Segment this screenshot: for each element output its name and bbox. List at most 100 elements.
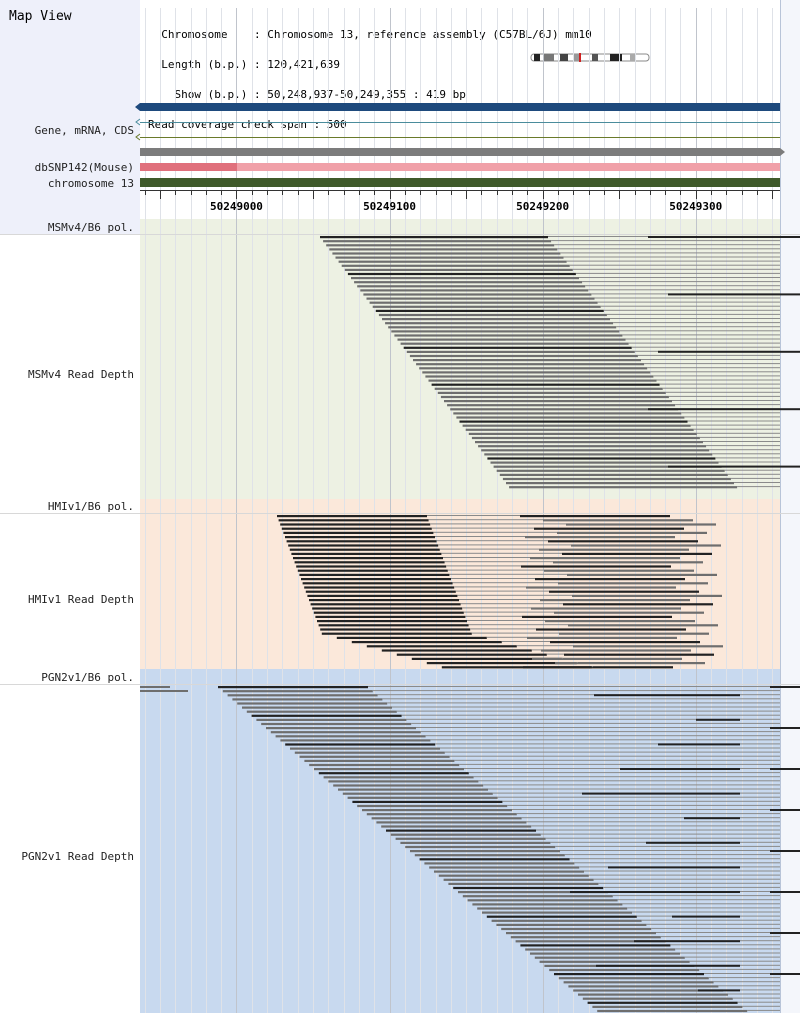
read <box>506 482 734 485</box>
read <box>281 527 432 530</box>
read <box>467 620 545 621</box>
read <box>455 590 549 592</box>
read <box>564 854 780 856</box>
read <box>446 565 521 567</box>
read <box>606 313 780 315</box>
read <box>482 911 632 914</box>
read <box>360 289 589 292</box>
read <box>351 641 502 644</box>
read <box>444 751 780 753</box>
read <box>302 582 453 585</box>
read <box>140 690 188 692</box>
read <box>501 641 550 642</box>
read <box>531 825 780 827</box>
read <box>419 367 648 370</box>
read <box>582 281 780 283</box>
read <box>456 416 685 419</box>
read <box>386 829 536 832</box>
read <box>222 690 373 693</box>
read <box>696 718 740 721</box>
read <box>280 739 431 742</box>
read <box>680 952 780 954</box>
read <box>299 573 450 576</box>
read <box>699 436 780 438</box>
read <box>396 653 547 656</box>
read <box>323 776 474 779</box>
read <box>416 727 780 728</box>
read <box>440 395 669 399</box>
read <box>522 615 672 618</box>
read <box>549 590 699 593</box>
read <box>436 540 548 542</box>
chromosome-bar <box>140 178 780 187</box>
read <box>315 615 466 618</box>
read <box>320 628 471 631</box>
read <box>420 731 780 733</box>
read <box>372 305 601 308</box>
read <box>400 342 629 345</box>
read <box>467 899 618 902</box>
read <box>218 686 368 689</box>
read <box>443 878 594 881</box>
read <box>457 594 572 596</box>
read <box>641 919 780 921</box>
read <box>419 858 570 861</box>
read <box>563 603 713 606</box>
read <box>532 657 682 660</box>
read <box>549 968 700 972</box>
read <box>440 747 780 749</box>
read <box>297 569 448 572</box>
read <box>587 1001 738 1004</box>
read <box>734 482 780 483</box>
read <box>563 981 714 984</box>
read <box>693 428 780 430</box>
read <box>526 586 676 589</box>
read <box>499 473 728 476</box>
read <box>363 293 592 296</box>
read <box>675 948 780 950</box>
read <box>462 607 531 609</box>
read <box>770 768 800 770</box>
read <box>770 891 800 893</box>
read <box>520 944 671 947</box>
read <box>459 420 688 423</box>
read <box>307 594 458 597</box>
read <box>563 256 780 258</box>
read <box>459 763 780 765</box>
read <box>401 714 780 716</box>
read <box>454 759 780 761</box>
read <box>410 850 560 853</box>
read <box>371 817 522 820</box>
read <box>622 903 780 905</box>
read <box>434 387 663 390</box>
read <box>550 641 700 644</box>
read <box>375 309 604 312</box>
read <box>687 420 780 422</box>
read <box>512 809 780 810</box>
hmi-depth-label: HMIv1 Read Depth <box>28 593 134 606</box>
read <box>425 735 780 737</box>
left-panel <box>0 0 140 234</box>
read <box>650 371 780 373</box>
read <box>403 346 632 349</box>
read <box>405 845 556 849</box>
read <box>526 821 780 823</box>
read <box>584 870 780 872</box>
read <box>574 862 780 864</box>
read <box>443 557 530 558</box>
read <box>451 578 535 579</box>
read <box>723 989 780 991</box>
read <box>582 792 740 795</box>
read <box>525 536 675 539</box>
read <box>573 645 723 648</box>
read <box>428 379 657 382</box>
read <box>422 371 651 374</box>
read <box>521 817 780 819</box>
gene-arrow <box>135 103 140 111</box>
read <box>651 927 780 929</box>
read <box>406 350 635 353</box>
read <box>718 461 780 463</box>
read <box>536 829 780 831</box>
read <box>285 743 436 746</box>
